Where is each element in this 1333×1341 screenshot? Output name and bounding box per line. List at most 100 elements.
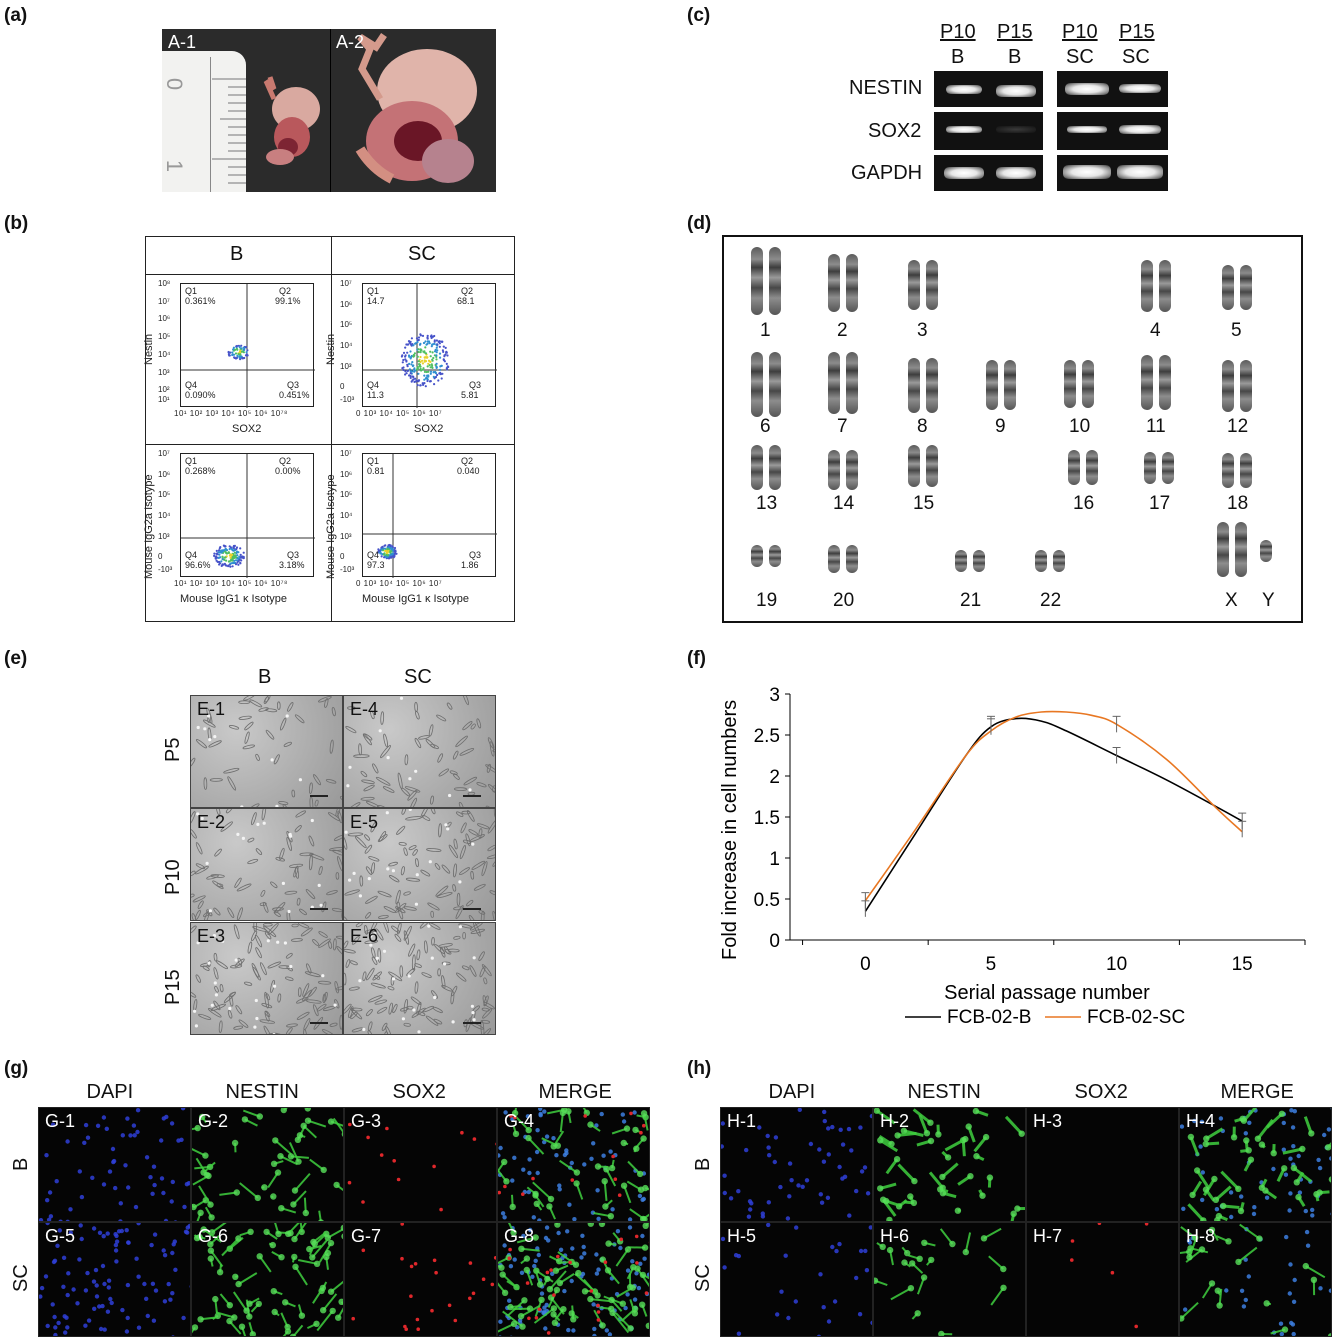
micrograph-e-1: E-1 — [190, 695, 343, 808]
flow-ytick: 10³ — [340, 361, 352, 371]
karyotype-label: 10 — [1069, 416, 1091, 437]
y-tick-label: 3 — [769, 685, 780, 706]
quadrant-q3-label: Q3 — [469, 550, 482, 560]
flow-ytick: 0 — [340, 382, 345, 392]
chromosome-11-b — [1159, 355, 1171, 410]
flow-ytick: -10³ — [158, 565, 173, 574]
flow-xticks: 10¹ 10² 10³ 10⁴ 10⁵ 10⁶ 10⁷⁸ — [174, 409, 288, 418]
column-header-dapi: DAPI — [86, 1081, 134, 1103]
karyotype-label: 21 — [960, 590, 982, 611]
panel-f-label: (f) — [687, 648, 706, 669]
chromosome-20-b — [846, 545, 858, 573]
chromosome-19-b — [769, 545, 781, 567]
x-tick-label: 5 — [986, 954, 997, 975]
gel-sox2-b — [934, 112, 1043, 150]
x-tick-label: 10 — [1106, 954, 1127, 975]
chromosome-1-a — [751, 247, 763, 315]
tile-label: H-7 — [1033, 1226, 1063, 1246]
x-tick-label: 0 — [860, 954, 871, 975]
karyotype-label: 19 — [756, 590, 778, 611]
column-header-sox2: SOX2 — [1074, 1081, 1128, 1103]
karyotype-label: 17 — [1149, 493, 1171, 514]
chromosome-19-a — [751, 545, 763, 567]
chromosome-1-b — [769, 247, 781, 315]
fluorescence-h-1: H-1 — [720, 1107, 873, 1222]
chromosome-5-b — [1240, 265, 1252, 310]
scale-bar — [463, 795, 481, 797]
flow-xticks: 0 10³ 10⁴ 10⁵ 10⁶ 10⁷ — [356, 579, 443, 588]
fluorescence-h-8: H-8 — [1179, 1222, 1332, 1337]
flow-cytometry-grid: B SC — [145, 236, 515, 622]
y-tick-label: 1 — [769, 849, 780, 870]
gel-nestin-sc — [1057, 71, 1168, 107]
scale-bar — [310, 1022, 328, 1024]
tile-label: E-1 — [197, 699, 226, 719]
chromosome-14-a — [828, 450, 840, 490]
column-header-merge: MERGE — [1220, 1081, 1294, 1103]
flow-ytick: 10⁷ — [340, 449, 352, 458]
chromosome-2-a — [828, 254, 840, 312]
chromosome-9-b — [1004, 360, 1016, 410]
panel-b-label: (b) — [4, 213, 29, 234]
fluorescence-g-4: G-4 — [497, 1107, 650, 1222]
flow-xticks: 0 10³ 10⁴ 10⁵ 10⁶ 10⁷ — [356, 409, 443, 418]
karyotype-label: 15 — [913, 493, 935, 514]
lane-1-bottom: B — [951, 46, 965, 68]
karyotype-label: 7 — [837, 416, 848, 437]
quadrant-q1-label: Q1 — [185, 456, 198, 466]
chromosome-21-a — [955, 550, 967, 572]
chromosome-2-b — [846, 254, 858, 312]
lane-2-top: P15 — [997, 21, 1033, 43]
row-header-sc: SC — [692, 1263, 714, 1292]
quadrant-q4-label: Q4 — [367, 380, 380, 390]
series-line-fcb-02-sc — [864, 710, 1243, 902]
chromosome-3-b — [926, 260, 938, 310]
tile-label: H-3 — [1033, 1111, 1063, 1131]
legend-label: FCB-02-SC — [1087, 1007, 1185, 1028]
embryo-large — [355, 33, 477, 184]
tile-label-a2: A-2 — [336, 32, 365, 52]
y-tick-label: 2 — [769, 767, 780, 788]
lane-1-top: P10 — [940, 21, 976, 43]
chart-ylabel: Fold increase in cell numbers — [719, 700, 741, 960]
karyotype-label: 2 — [837, 320, 848, 341]
chromosome-5-a — [1222, 265, 1234, 310]
chromosome-14-b — [846, 450, 858, 490]
panel-e-label: (e) — [4, 648, 28, 669]
panel-h-label: (h) — [687, 1058, 712, 1079]
tile-label: E-4 — [350, 699, 379, 719]
flow-ytick: 10⁶ — [158, 469, 171, 479]
fluorescence-g-5: G-5 — [38, 1222, 191, 1337]
gel-sox2-sc — [1057, 112, 1168, 150]
chromosome-18-a — [1222, 453, 1234, 488]
x-tick-label: 15 — [1232, 954, 1253, 975]
chromosome-17-b — [1162, 452, 1174, 484]
flow-ytick: 0 — [340, 552, 345, 562]
micro-row-p5: P5 — [162, 737, 184, 762]
flow-ytick: 10⁵ — [158, 332, 171, 342]
micrograph-e-2: E-2 — [190, 808, 343, 921]
flow-ylabel: Nestin — [143, 333, 155, 365]
quadrant-q4-value: 0.090% — [185, 390, 216, 400]
flow-xlabel: Mouse IgG1 κ Isotype — [180, 593, 287, 605]
chromosome-11-a — [1141, 355, 1153, 410]
micrograph-e-4: E-4 — [343, 695, 496, 808]
karyotype-label: 14 — [833, 493, 855, 514]
panel-g-label: (g) — [4, 1058, 29, 1079]
legend-label: FCB-02-B — [947, 1007, 1031, 1028]
flow-plot-1: Q1 0.361% Q2 99.1% Q3 0.451% Q4 0.090% — [180, 283, 315, 408]
gene-gapdh: GAPDH — [851, 162, 923, 184]
flow-ytick: 10⁵ — [158, 490, 171, 500]
column-header-merge: MERGE — [538, 1081, 612, 1103]
chromosome-16-a — [1068, 450, 1080, 485]
flow-ytick: 10⁵ — [340, 320, 353, 330]
ruler-ticks — [212, 78, 246, 184]
chromosome-7-b — [846, 352, 858, 414]
tile-label: G-8 — [504, 1226, 535, 1246]
panel-d-label: (d) — [687, 213, 712, 234]
column-header-sox2: SOX2 — [392, 1081, 446, 1103]
quadrant-q1-value: 0.268% — [185, 466, 216, 476]
tile-label: E-6 — [350, 926, 379, 946]
micrograph-e-6: E-6 — [343, 922, 496, 1035]
quadrant-q3-value: 1.86 — [461, 560, 479, 570]
